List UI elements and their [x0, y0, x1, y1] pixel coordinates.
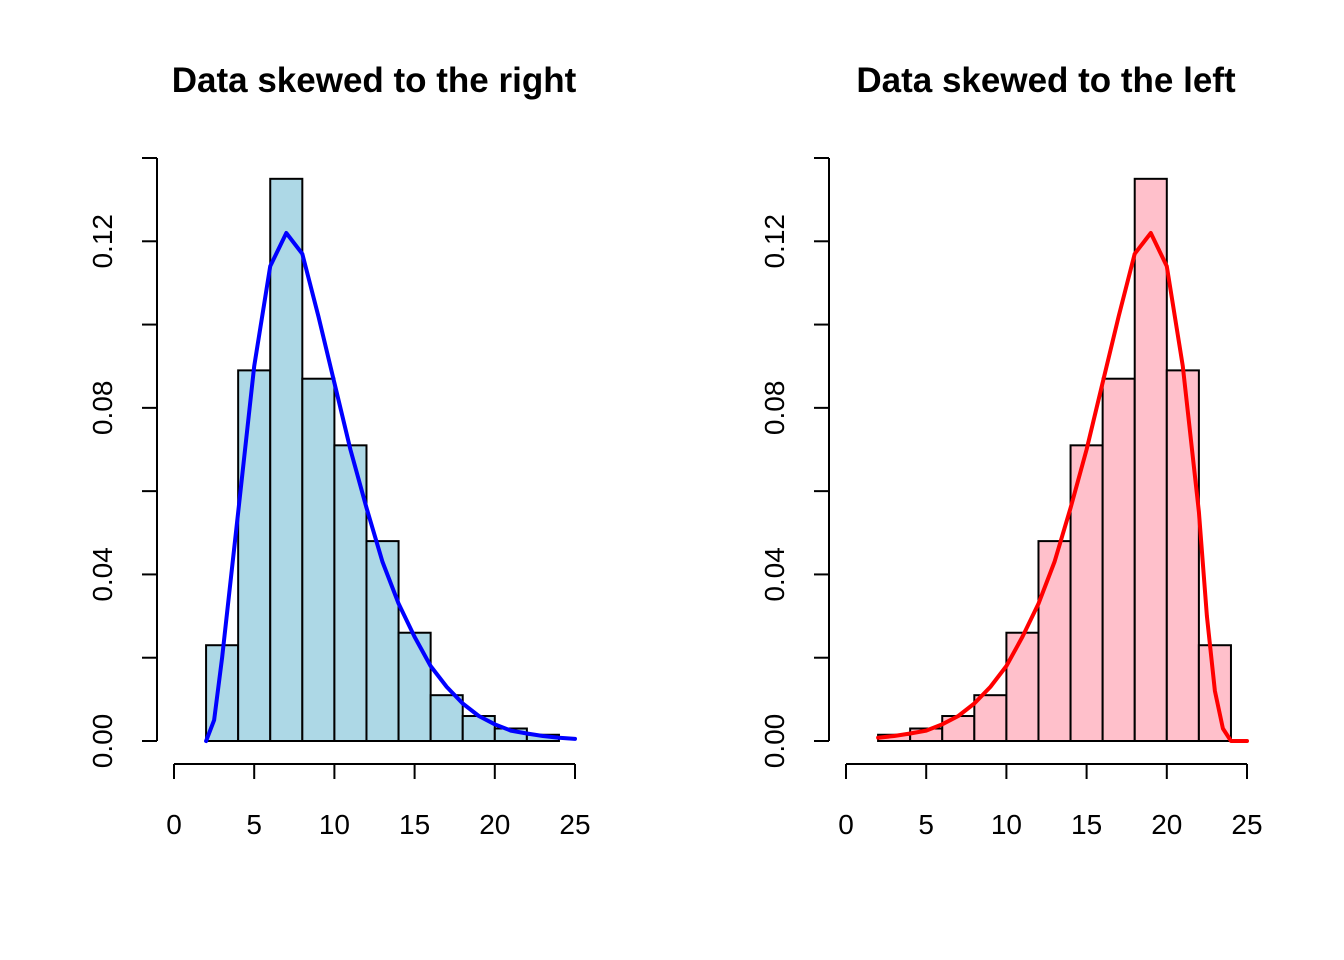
x-tick-label: 15 [399, 809, 430, 840]
histogram-bar [1165, 369, 1200, 742]
x-tick-label: 5 [246, 809, 262, 840]
left-plot-area: 0.00 0.04 0.08 0.12 0 5 10 15 20 25 [87, 157, 591, 840]
histogram-bar [973, 694, 1008, 743]
left-panel: Data skewed to the right 0.00 0.04 0.08 0.1… [87, 61, 591, 840]
x-tick-label: 15 [1071, 809, 1102, 840]
histogram-bar [237, 369, 272, 742]
right-plot-area: 0.00 0.04 0.08 0.12 0 5 10 15 20 25 [759, 157, 1263, 840]
x-tick-label: 10 [991, 809, 1022, 840]
x-tick-label: 20 [479, 809, 510, 840]
x-tick-label: 20 [1151, 809, 1182, 840]
x-tick-label: 5 [918, 809, 934, 840]
left-chart-title: Data skewed to the right [172, 61, 577, 100]
x-tick-label: 10 [319, 809, 350, 840]
histogram-bar [397, 631, 432, 743]
density-curve [876, 231, 1249, 743]
histogram-bar [269, 177, 304, 743]
y-tick-label: 0.12 [87, 214, 118, 268]
histogram-bar [429, 694, 464, 743]
histogram-bar [365, 540, 400, 742]
histogram-bar [1037, 540, 1072, 742]
density-curve [204, 231, 577, 743]
histogram-bar [1005, 631, 1040, 743]
right-panel: Data skewed to the left 0.00 0.04 0.08 0.12… [759, 61, 1263, 840]
x-tick-label: 25 [559, 809, 590, 840]
y-tick-label: 0.04 [759, 547, 790, 602]
y-tick-label: 0.04 [87, 547, 118, 602]
y-tick-label: 0.08 [87, 381, 118, 436]
y-tick-label: 0.12 [759, 214, 790, 268]
right-chart-title: Data skewed to the left [856, 61, 1236, 100]
x-tick-label: 0 [166, 809, 182, 840]
histogram-bar [1101, 377, 1136, 742]
histogram-bar [1133, 177, 1168, 743]
x-tick-label: 0 [838, 809, 854, 840]
x-tick-label: 25 [1231, 809, 1262, 840]
y-tick-label: 0.08 [759, 381, 790, 436]
y-tick-label: 0.00 [759, 714, 790, 769]
histogram-bar [301, 377, 336, 742]
y-tick-label: 0.00 [87, 714, 118, 769]
